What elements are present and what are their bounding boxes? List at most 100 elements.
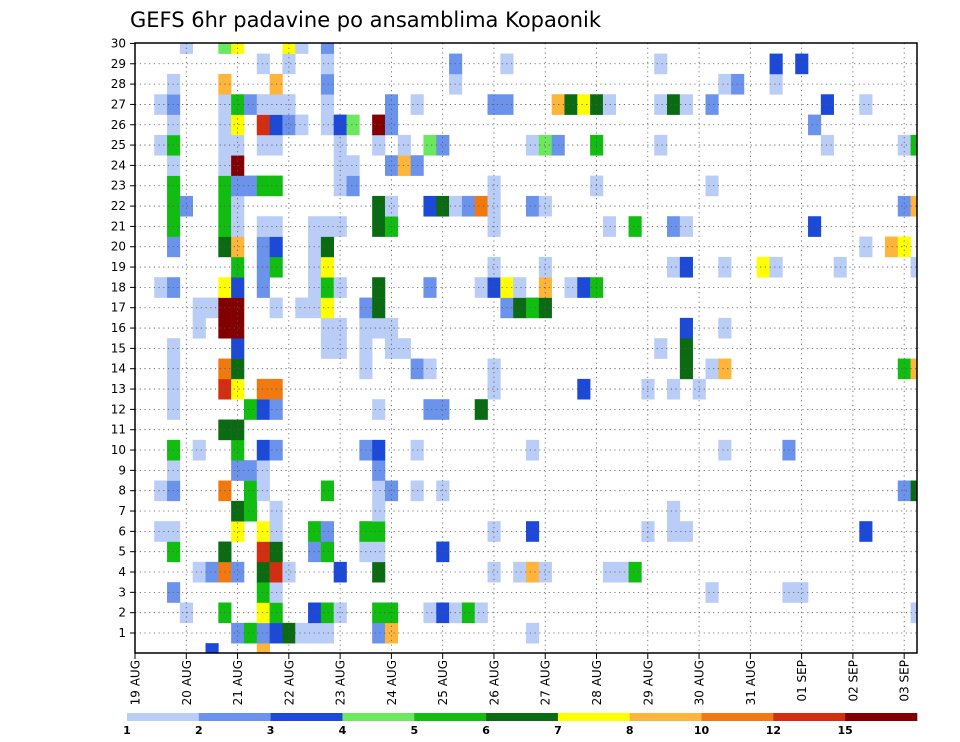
- heatmap-cell: [231, 561, 245, 583]
- heatmap-cell: [384, 114, 399, 136]
- heatmap-cell: [320, 602, 335, 624]
- heatmap-cell: [859, 94, 873, 115]
- color-bar-swatch: [342, 713, 415, 721]
- heatmap-cell: [256, 399, 270, 420]
- heatmap-cell: [320, 521, 335, 542]
- x-tick-label: 02 SEP: [846, 660, 860, 702]
- heatmap-cell: [538, 297, 552, 319]
- heatmap-cell: [256, 521, 270, 542]
- heatmap-cell: [384, 317, 399, 339]
- heatmap-cell: [795, 53, 809, 75]
- heatmap-cell: [372, 195, 386, 217]
- heatmap-cell: [154, 134, 168, 156]
- heatmap-cell: [667, 256, 681, 278]
- heatmap-cell: [295, 43, 309, 54]
- heatmap-cell: [205, 297, 219, 319]
- heatmap-cell: [333, 561, 347, 583]
- heatmap-cell: [320, 338, 335, 359]
- heatmap-cell: [372, 480, 386, 502]
- heatmap-cell: [218, 43, 232, 54]
- heatmap-cell: [256, 602, 270, 624]
- y-tick-label: 9: [118, 463, 126, 477]
- x-tick-label: 22 AUG: [282, 660, 296, 705]
- heatmap-cell: [718, 317, 732, 339]
- heatmap-cell: [372, 541, 386, 563]
- heatmap-cell: [320, 256, 335, 278]
- heatmap-cell: [667, 94, 681, 115]
- heatmap-cell: [423, 134, 437, 156]
- heatmap-cell: [769, 73, 783, 95]
- heatmap-cell: [718, 73, 732, 95]
- x-tick-label: 24 AUG: [385, 660, 399, 705]
- heatmap-cell: [628, 216, 642, 237]
- heatmap-cell: [154, 94, 168, 115]
- heatmap-cell: [538, 134, 552, 156]
- heatmap-cell: [372, 500, 386, 522]
- heatmap-cell: [372, 521, 386, 542]
- color-bar-swatch: [486, 713, 559, 721]
- heatmap-cell: [667, 216, 681, 237]
- heatmap-cell: [320, 480, 335, 502]
- heatmap-cell: [192, 439, 206, 461]
- y-tick-label: 6: [118, 524, 126, 538]
- heatmap-cell: [910, 602, 918, 624]
- y-tick-label: 28: [111, 77, 126, 91]
- heatmap-cell: [718, 358, 732, 380]
- x-tick-label: 03 SEP: [898, 660, 912, 702]
- heatmap-cell: [897, 480, 911, 502]
- heatmap-cell: [282, 53, 296, 75]
- heatmap-cell: [667, 378, 681, 400]
- heatmap-cell: [526, 134, 540, 156]
- heatmap-cell: [372, 439, 386, 461]
- heatmap-cell: [320, 114, 335, 136]
- heatmap-cell: [679, 358, 693, 380]
- y-tick-label: 20: [111, 240, 126, 254]
- heatmap-cell: [333, 114, 347, 136]
- heatmap-cell: [436, 541, 450, 563]
- color-bar-label: 6: [482, 724, 490, 737]
- y-tick-label: 30: [111, 36, 126, 50]
- heatmap-cell: [397, 338, 411, 359]
- heatmap-cell: [474, 602, 488, 624]
- heatmap-cell: [320, 73, 335, 95]
- heatmap-cell: [487, 378, 501, 400]
- heatmap-cell: [256, 53, 270, 75]
- heatmap-cell: [256, 256, 270, 278]
- heatmap-cell: [243, 500, 258, 522]
- heatmap-cell: [320, 236, 335, 258]
- x-tick-label: 28 AUG: [590, 660, 604, 705]
- heatmap-cell: [679, 317, 693, 339]
- heatmap-cell: [564, 94, 578, 115]
- heatmap-cell: [256, 480, 270, 502]
- color-bar-swatch: [270, 713, 343, 721]
- heatmap-cell: [384, 480, 399, 502]
- heatmap-cell: [231, 358, 245, 380]
- heatmap-cell: [513, 277, 527, 298]
- y-tick-label: 25: [111, 138, 126, 152]
- heatmap-cell: [256, 236, 270, 258]
- grid-lines: [135, 43, 917, 653]
- heatmap-cell: [320, 277, 335, 298]
- heatmap-cell: [372, 561, 386, 583]
- heatmap-cell: [256, 175, 270, 197]
- y-tick-label: 29: [111, 57, 126, 71]
- color-bar-swatch: [845, 713, 918, 721]
- heatmap-cell: [910, 256, 918, 278]
- heatmap-cell: [192, 297, 206, 319]
- heatmap-cell: [526, 439, 540, 461]
- color-bar-label: 8: [626, 724, 634, 737]
- heatmap-cell: [320, 297, 335, 319]
- heatmap-cell: [243, 480, 258, 502]
- heatmap-cell: [769, 53, 783, 75]
- heatmap-cell: [256, 439, 270, 461]
- heatmap-cell: [423, 358, 437, 380]
- heatmap-cell: [910, 134, 918, 156]
- heatmap-cell: [346, 155, 360, 176]
- heatmap-cell: [372, 399, 386, 420]
- heatmap-cell: [820, 134, 834, 156]
- heatmap-cell: [282, 561, 296, 583]
- heatmap-cell: [487, 195, 501, 217]
- heatmap-cell: [320, 622, 335, 644]
- heatmap-cell: [667, 521, 681, 542]
